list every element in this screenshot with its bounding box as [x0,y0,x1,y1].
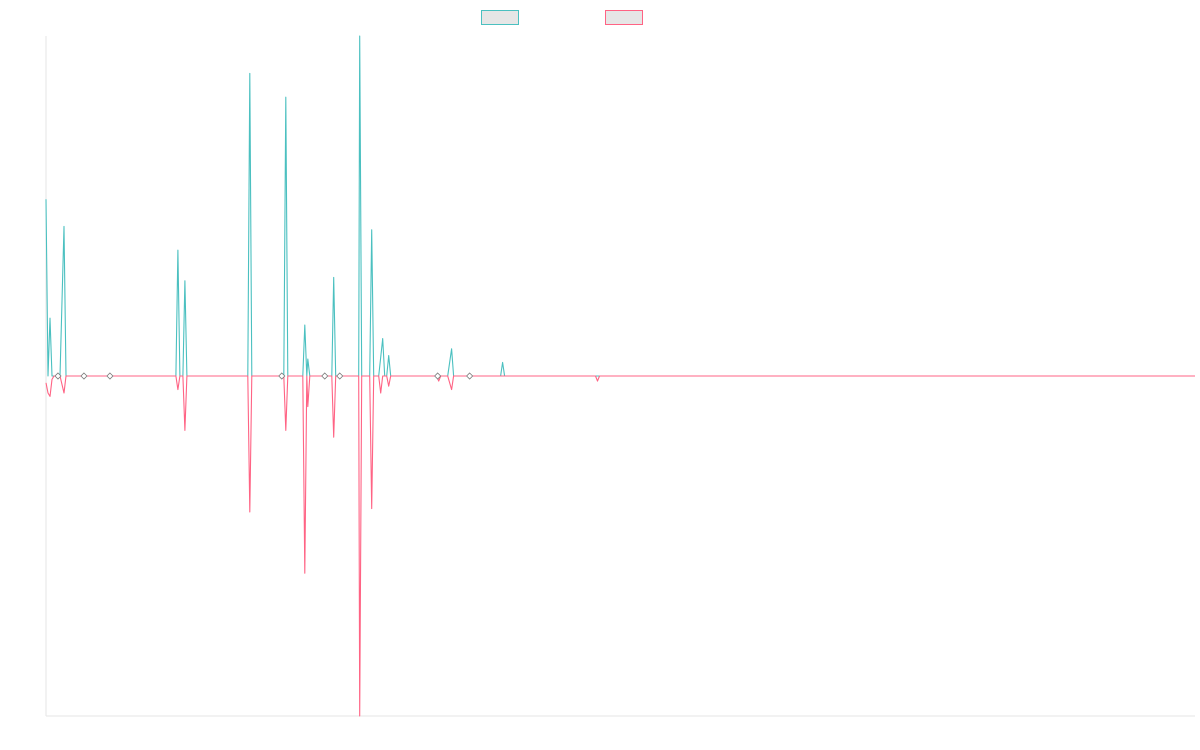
point-marker [278,372,286,380]
series-lines [45,35,1195,717]
series-line-2 [45,375,1195,717]
point-marker [336,372,344,380]
point-marker [80,372,88,380]
legend-swatch-series-1[interactable] [481,10,519,25]
zero-markers [54,372,474,380]
point-marker [321,372,329,380]
point-marker [106,372,114,380]
point-marker [54,372,62,380]
point-marker [466,372,474,380]
legend-swatch-series-2[interactable] [605,10,643,25]
axes [45,36,1195,717]
series-line-1 [45,35,1195,377]
point-marker [434,372,442,380]
